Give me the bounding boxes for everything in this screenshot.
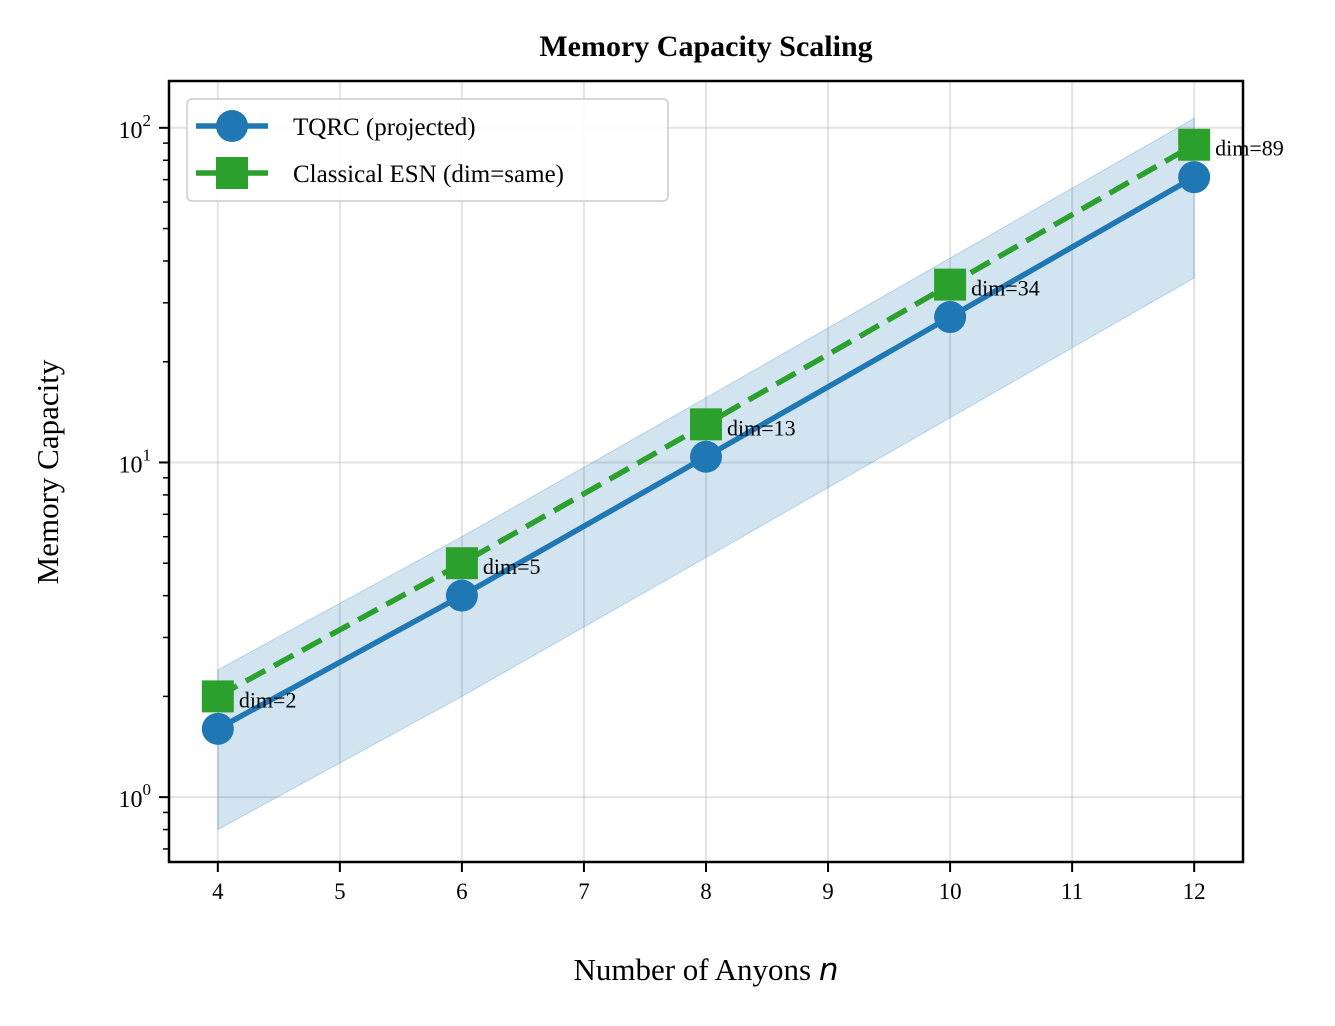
dim-annotation: dim=5 [483,554,541,579]
x-tick-label: 6 [456,879,468,904]
y-tick-exponent: 1 [143,445,152,464]
chart-title: Memory Capacity Scaling [539,30,872,63]
esn-point [201,680,234,713]
esn-point [445,547,478,580]
y-tick-label: 102 [119,111,152,144]
tqrc-point [934,301,967,334]
x-axis-label-var: n [819,952,839,988]
y-tick-exponent: 2 [143,111,152,130]
x-axis-label-text: Number of Anyons [573,952,811,987]
dim-annotation: dim=13 [727,415,796,440]
x-tick-label: 12 [1183,879,1206,904]
x-tick-label: 10 [939,879,962,904]
dim-annotation: dim=89 [1215,136,1284,161]
legend-square-marker [216,157,248,189]
y-tick-base: 10 [119,118,143,144]
x-tick-label: 7 [578,879,590,904]
y-tick-exponent: 0 [143,780,152,799]
legend-circle-marker [216,110,248,142]
x-tick-label: 8 [700,879,712,904]
legend-label: TQRC (projected) [293,114,476,141]
esn-point [934,268,967,301]
dim-annotation: dim=2 [239,687,297,712]
tqrc-point [1178,161,1211,194]
legend: TQRC (projected) Classical ESN (dim=same) [186,98,669,202]
tqrc-point [690,440,722,473]
esn-point [1178,128,1211,161]
y-tick-label: 101 [119,445,152,478]
y-axis-label: Memory Capacity [30,359,65,584]
y-tick-label: 100 [119,780,152,813]
series-layer [201,128,1211,745]
x-tick-label: 5 [334,879,346,904]
tqrc-point [445,579,478,612]
y-tick-base: 10 [119,452,143,478]
tqrc-point [201,712,234,745]
legend-box [186,98,669,202]
annotations: dim=2 dim=5 dim=13 dim=34 dim=89 [239,136,1284,713]
esn-point [690,408,722,441]
dim-annotation: dim=34 [971,276,1040,301]
x-tick-label: 11 [1061,879,1083,904]
x-axis-label: Number of Anyons n [573,952,838,988]
y-tick-base: 10 [119,787,143,813]
x-tick-label: 4 [212,879,224,904]
x-tick-label: 9 [822,879,834,904]
legend-label: Classical ESN (dim=same) [293,161,564,188]
